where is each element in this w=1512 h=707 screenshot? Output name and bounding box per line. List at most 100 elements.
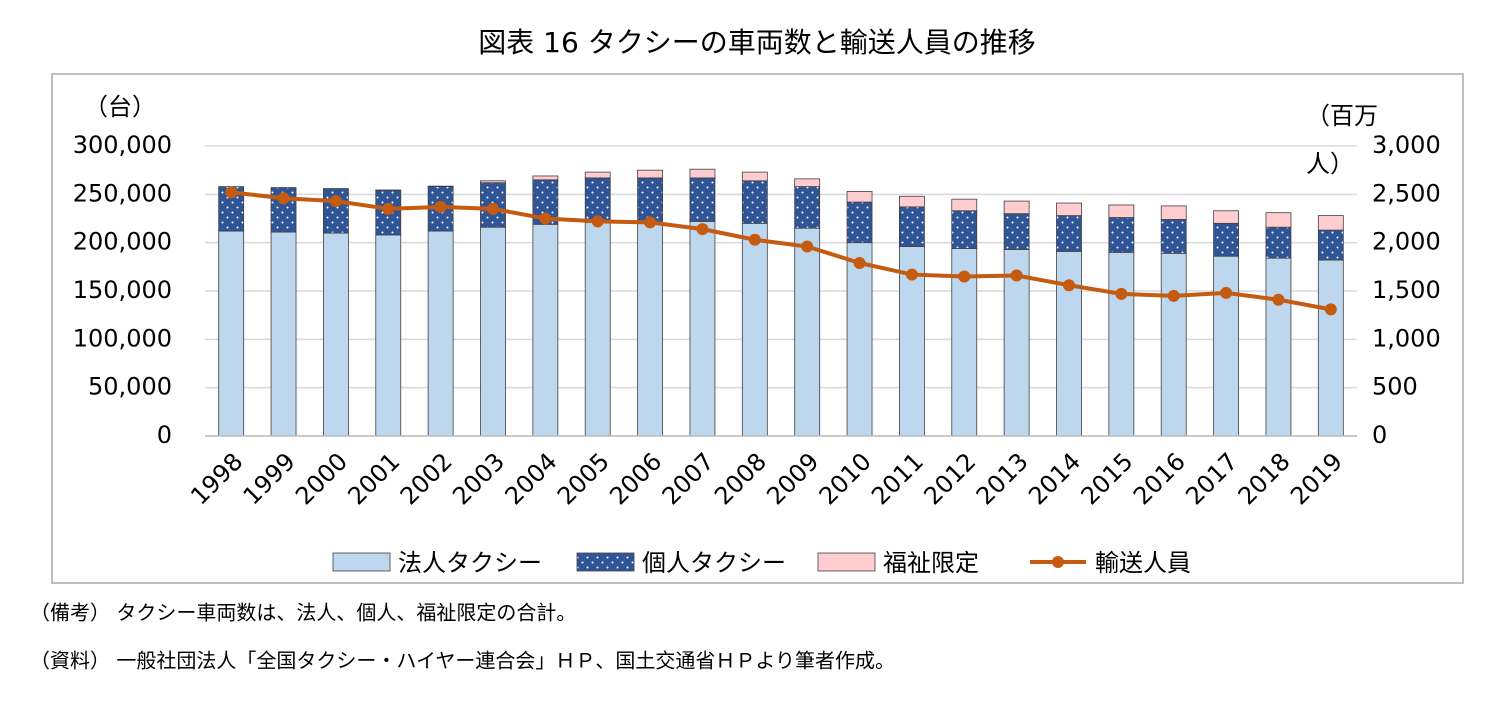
x-tick-label: 2007 [657, 447, 720, 510]
line-marker [591, 215, 604, 228]
bar [1056, 202, 1082, 217]
bar [899, 206, 925, 247]
bar [1160, 205, 1187, 220]
line-marker [539, 212, 552, 225]
bar [1317, 229, 1344, 261]
line-marker [853, 256, 866, 269]
x-tick-label: 1999 [238, 447, 301, 510]
bar [1108, 251, 1135, 437]
bar [1213, 255, 1239, 437]
bar [794, 178, 821, 188]
x-tick-label: 2009 [761, 447, 824, 510]
y-tick-label: 50,000 [88, 373, 172, 401]
bar [1265, 226, 1292, 259]
x-tick-label: 1998 [185, 447, 248, 510]
bar [532, 223, 559, 437]
y-tick-label: 200,000 [73, 228, 172, 256]
line-marker [1324, 303, 1337, 316]
bar [846, 201, 873, 244]
y2-tick-label: 500 [1372, 373, 1418, 401]
bar [951, 198, 978, 212]
x-tick-label: 2019 [1285, 447, 1348, 510]
line-marker [382, 202, 395, 215]
x-tick-label: 2003 [447, 447, 510, 510]
bar [427, 230, 454, 437]
bar [1317, 215, 1344, 231]
bar [637, 221, 663, 437]
bar [794, 227, 821, 437]
line-marker [958, 270, 971, 283]
legend-label: 個人タクシー [642, 549, 786, 577]
x-tick-label: 2011 [866, 447, 929, 510]
line-marker [487, 202, 499, 215]
line-marker [696, 223, 709, 236]
y2-tick-label: 2,500 [1372, 179, 1441, 207]
y2-tick-label: 1,500 [1372, 276, 1441, 304]
line-marker [1167, 289, 1180, 302]
line-marker [1272, 293, 1285, 306]
bar [584, 221, 611, 437]
chart-frame [51, 73, 1464, 584]
legend-label: 法人タクシー [398, 549, 542, 577]
y-tick-label: 150,000 [73, 276, 172, 304]
bar [1056, 215, 1082, 252]
legend-label: 福祉限定 [883, 549, 979, 577]
y2-axis-label: （百万人） [1306, 102, 1378, 178]
bar [1003, 213, 1030, 250]
x-tick-label: 2013 [971, 447, 1034, 510]
x-tick-label: 2017 [1180, 447, 1243, 510]
legend-swatch [1052, 556, 1064, 568]
bar [1160, 252, 1187, 437]
note: （資料） 一般社団法人「全国タクシー・ハイヤー連合会」ＨＰ、国土交通省ＨＰより筆… [30, 649, 895, 673]
bar [741, 180, 768, 224]
y-tick-label: 0 [157, 421, 172, 449]
line-marker [748, 233, 761, 246]
bar [218, 230, 245, 437]
bar [1108, 217, 1135, 253]
x-tick-label: 2015 [1076, 447, 1139, 510]
bar [1160, 219, 1187, 254]
bar [1213, 222, 1239, 257]
chart-title: 図表 16 タクシーの車両数と輸送人員の推移 [478, 26, 1035, 59]
bar [1108, 204, 1135, 218]
bar [794, 186, 821, 229]
y-tick-label: 300,000 [73, 131, 172, 159]
legend-swatch [332, 552, 391, 572]
line-marker [1220, 286, 1233, 299]
bar [375, 234, 402, 437]
bar [846, 191, 873, 203]
bar [951, 210, 978, 249]
bar [584, 177, 611, 223]
line-marker [1115, 287, 1128, 300]
x-tick-label: 2005 [552, 447, 615, 510]
bar [1056, 250, 1082, 437]
bar [637, 169, 663, 179]
x-tick-label: 2004 [500, 447, 563, 510]
bar [270, 231, 297, 437]
bar [846, 242, 873, 437]
y-tick-label: 100,000 [73, 324, 172, 352]
bar [532, 175, 559, 181]
bar [689, 168, 716, 179]
y2-tick-label: 1,000 [1372, 324, 1441, 352]
line-marker [434, 200, 447, 213]
y2-tick-label: 3,000 [1372, 131, 1441, 159]
x-tick-label: 2008 [709, 447, 772, 510]
line-marker [1063, 279, 1075, 292]
legend-swatch [576, 552, 635, 572]
x-tick-label: 2016 [1128, 447, 1191, 510]
x-tick-label: 2000 [290, 447, 353, 510]
bar [741, 222, 768, 437]
line-marker [329, 195, 342, 208]
note: （備考） タクシー車両数は、法人、個人、福祉限定の合計。 [30, 601, 576, 625]
bar [584, 171, 611, 179]
legend-label: 輸送人員 [1095, 549, 1191, 577]
bar [741, 171, 768, 182]
bar [1213, 210, 1239, 224]
y2-tick-label: 0 [1372, 421, 1387, 449]
legend-swatch [817, 552, 876, 572]
bar [899, 195, 925, 208]
bar [1265, 212, 1292, 228]
